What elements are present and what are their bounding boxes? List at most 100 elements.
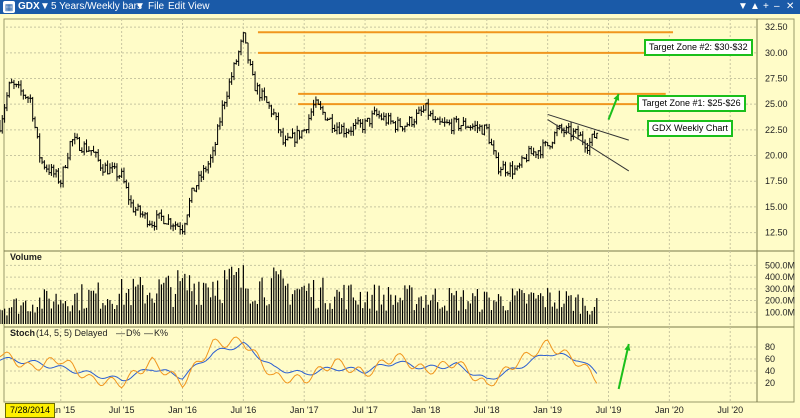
price-bar	[546, 141, 549, 147]
price-bar	[17, 81, 20, 89]
price-bar	[244, 32, 247, 44]
zoom-out-icon[interactable]: –	[774, 1, 780, 12]
price-bar	[270, 104, 273, 118]
price-bar	[485, 123, 489, 130]
target-zone-1-label: Target Zone #1: $25-$26	[637, 95, 746, 112]
price-bar	[286, 132, 290, 141]
price-bar	[167, 214, 170, 225]
price-tick-label: 15.00	[765, 202, 788, 212]
period-dropdown-icon[interactable]: ▼	[135, 1, 145, 12]
price-bar	[164, 223, 168, 225]
x-tick-label: Jan '16	[168, 405, 197, 415]
stoch-k-legend-mark: —	[144, 328, 153, 338]
price-bar	[455, 115, 458, 123]
menu-edit[interactable]: Edit	[168, 1, 186, 12]
menu-view[interactable]: View	[188, 1, 210, 12]
symbol-dropdown-icon[interactable]: ▼	[40, 1, 50, 12]
price-bar	[459, 125, 463, 132]
price-bar	[279, 129, 283, 137]
price-bar	[476, 121, 479, 133]
chart-area[interactable]: Jan '15 Jul '15 Jan '16 Jul '16 Jan '17 Jul '…	[0, 14, 800, 418]
price-bar	[377, 110, 381, 119]
price-bar	[141, 211, 144, 218]
price-bar	[504, 161, 507, 177]
stoch-tick-label: 40	[765, 366, 775, 376]
price-bar	[174, 221, 177, 230]
price-bar	[384, 113, 388, 126]
price-bar	[253, 71, 257, 92]
price-tick-label: 32.50	[765, 22, 788, 32]
price-bar	[445, 119, 449, 124]
volume-tick-label: 300.0M	[765, 284, 795, 294]
price-bar	[134, 207, 137, 216]
price-bar	[300, 130, 304, 139]
price-tick-label: 20.00	[765, 151, 788, 161]
price-bar	[157, 212, 161, 219]
stoch-params: (14, 5, 5) Delayed	[36, 328, 108, 338]
price-bar	[108, 163, 112, 175]
close-icon[interactable]: ✕	[786, 1, 795, 12]
price-bar	[527, 145, 531, 162]
price-bar	[14, 83, 18, 88]
price-bar	[106, 160, 109, 175]
price-bar	[87, 146, 91, 152]
price-bar	[61, 166, 65, 188]
price-bar	[232, 62, 236, 81]
price-bar	[195, 185, 198, 193]
price-bar	[328, 117, 332, 120]
price-bar	[272, 108, 276, 116]
price-bar	[239, 39, 243, 56]
price-bar	[391, 120, 395, 124]
chart-frame	[3, 18, 795, 403]
price-bar	[323, 111, 327, 121]
price-bar	[349, 126, 353, 136]
price-bar	[438, 116, 442, 125]
price-bar	[443, 117, 446, 127]
price-bar	[373, 106, 376, 115]
price-bar	[380, 113, 383, 121]
price-bar	[361, 118, 365, 133]
price-bar	[412, 118, 416, 128]
price-bar	[375, 108, 379, 117]
price-bar	[410, 116, 414, 127]
price-bar	[368, 117, 372, 127]
price-bar	[101, 164, 105, 176]
price-bar	[213, 141, 217, 156]
stoch-tick-label: 60	[765, 354, 775, 364]
price-bar	[457, 118, 460, 131]
menu-file[interactable]: File	[148, 1, 165, 12]
price-bar	[518, 162, 521, 169]
volume-tick-label: 400.0M	[765, 272, 795, 282]
volume-tick-label: 100.0M	[765, 307, 795, 317]
price-bar	[508, 162, 512, 177]
period-label[interactable]: 5 Years/Weekly bars	[51, 1, 142, 12]
price-bar	[471, 123, 475, 130]
price-bar	[281, 127, 285, 146]
price-bar	[188, 197, 191, 218]
price-bar	[75, 133, 79, 140]
price-bar	[12, 79, 16, 90]
stoch-tick-label: 80	[765, 342, 775, 352]
price-bar	[319, 101, 322, 110]
price-bar	[110, 162, 114, 173]
price-bar	[73, 132, 77, 145]
price-bar	[223, 101, 226, 110]
stoch-d-line	[0, 341, 598, 382]
symbol-label[interactable]: GDX	[18, 1, 40, 12]
stoch-d-legend: D%	[126, 328, 141, 338]
price-bar	[277, 112, 280, 134]
scroll-up-icon[interactable]: ▲	[750, 1, 760, 12]
price-bar	[532, 147, 535, 157]
price-bar	[307, 114, 311, 134]
volume-tick-label: 500.0M	[765, 260, 795, 270]
price-bar	[89, 150, 93, 156]
price-bar	[417, 106, 421, 114]
price-bar	[82, 141, 86, 156]
price-bar	[352, 122, 355, 136]
price-bar	[10, 78, 13, 84]
zoom-in-icon[interactable]: +	[763, 1, 769, 12]
price-bar	[487, 123, 491, 145]
scroll-down-icon[interactable]: ▼	[738, 1, 748, 12]
price-bar	[419, 106, 423, 116]
price-bar	[288, 136, 292, 139]
